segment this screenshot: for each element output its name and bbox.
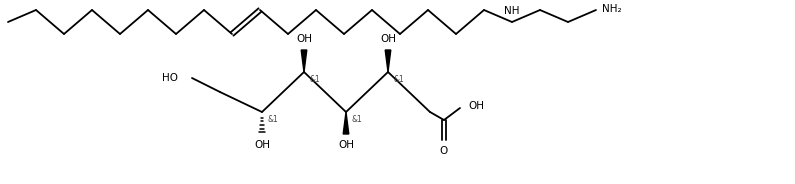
Text: &1: &1: [394, 75, 405, 84]
Polygon shape: [343, 112, 349, 134]
Text: OH: OH: [254, 140, 270, 150]
Text: &1: &1: [352, 115, 363, 124]
Polygon shape: [386, 50, 391, 72]
Text: OH: OH: [338, 140, 354, 150]
Text: HO: HO: [162, 73, 178, 83]
Text: &1: &1: [310, 75, 320, 84]
Text: NH: NH: [504, 6, 520, 16]
Text: O: O: [440, 146, 448, 156]
Text: &1: &1: [268, 115, 279, 124]
Text: OH: OH: [296, 34, 312, 44]
Polygon shape: [301, 50, 307, 72]
Text: NH₂: NH₂: [602, 4, 622, 14]
Text: OH: OH: [468, 101, 484, 111]
Text: OH: OH: [380, 34, 396, 44]
